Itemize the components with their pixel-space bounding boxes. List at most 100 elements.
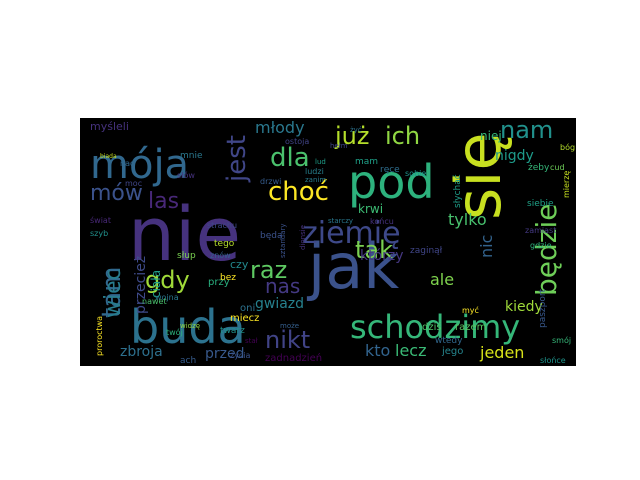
cloud-word: sztandary [279, 223, 287, 258]
cloud-word: mnie [180, 151, 203, 161]
cloud-word: pod [348, 155, 435, 209]
cloud-word: żeby [528, 163, 550, 173]
cloud-word: mierzę [562, 171, 571, 198]
cloud-word: kiedy [505, 299, 543, 315]
cloud-word: niej [480, 129, 502, 143]
cloud-word: kto [365, 341, 390, 360]
cloud-word: mów [90, 181, 143, 206]
cloud-word: razem [455, 322, 486, 333]
cloud-word: tak [355, 236, 393, 264]
cloud-word: bez [220, 273, 236, 283]
cloud-word: tylko [448, 210, 487, 229]
cloud-word: starczy [328, 217, 353, 225]
cloud-word: którzy [360, 248, 404, 264]
cloud-word: smój [552, 335, 571, 345]
cloud-word: nawet [142, 297, 167, 306]
cloud-word: buda [130, 300, 246, 354]
cloud-word: młody [255, 118, 305, 137]
cloud-word: schodzimy [350, 308, 520, 346]
cloud-word: moc [125, 179, 142, 188]
cloud-word: mam [355, 157, 378, 167]
cloud-word: dla [270, 143, 310, 173]
cloud-word: znów [210, 250, 231, 260]
cloud-word: drzwi [260, 177, 281, 186]
cloud-word: będą [260, 231, 283, 241]
cloud-word: będzie [530, 204, 563, 296]
cloud-word: przy [208, 277, 230, 288]
cloud-word: jego [441, 346, 463, 357]
cloud-word: biada [100, 153, 117, 160]
cloud-word: jest [222, 135, 252, 183]
cloud-word: gdy [145, 266, 190, 294]
cloud-word: oni [240, 303, 255, 314]
cloud-word: siebie [527, 199, 554, 209]
cloud-word: szyb [90, 229, 108, 238]
cloud-word: twój [166, 327, 183, 337]
cloud-word: bóg [560, 142, 575, 152]
cloud-word: życia [230, 351, 251, 360]
cloud-word: nie [128, 192, 241, 278]
cloud-word: tam [97, 267, 127, 318]
cloud-word: ich [385, 122, 420, 150]
cloud-word: wojna [155, 293, 179, 302]
cloud-word: wiec [101, 268, 126, 318]
cloud-word: czy [230, 258, 249, 271]
cloud-word: ostoja [285, 137, 309, 146]
cloud-word: zamiast [525, 226, 556, 235]
cloud-word: mója [90, 142, 189, 188]
cloud-word: cud [550, 163, 565, 172]
cloud-word: słup [177, 251, 196, 261]
cloud-word: może [280, 322, 299, 330]
cloud-word: lud [315, 158, 326, 166]
cloud-word: paszport [538, 288, 548, 328]
cloud-word: ziemię [302, 216, 401, 251]
cloud-word: hełm [330, 142, 348, 150]
cloud-word: nigdy [495, 148, 534, 164]
cloud-word: jak [306, 230, 399, 303]
cloud-word: zaginął [410, 246, 443, 256]
cloud-word: krwi [358, 202, 383, 216]
cloud-word: gdzie [530, 241, 552, 250]
cloud-word: nad [120, 159, 135, 168]
cloud-word: nas [265, 274, 300, 298]
cloud-word: świat [90, 215, 111, 225]
cloud-word: choć [268, 177, 329, 207]
cloud-word: widzę [180, 322, 200, 330]
cloud-word: myć [462, 305, 479, 315]
cloud-word: nam [500, 118, 553, 144]
cloud-word: ach [180, 356, 196, 366]
cloud-word: dionsie [299, 225, 307, 250]
cloud-word: zadnadzień [265, 352, 322, 364]
cloud-word: jeden [479, 343, 524, 362]
cloud-word: stał [245, 337, 258, 345]
cloud-word: ciała [149, 270, 163, 298]
cloud-word: miecz [230, 313, 259, 324]
cloud-word: proroctwa [95, 316, 104, 356]
cloud-word: słów [177, 170, 195, 180]
cloud-word: już [334, 122, 369, 150]
cloud-word: nikt [265, 326, 310, 354]
cloud-word: końcu [370, 217, 394, 226]
cloud-word: tego [214, 239, 235, 249]
cloud-word: przed [205, 346, 245, 362]
cloud-word: twarz [220, 326, 245, 336]
word-cloud: nie się jak pod buda mója schodzimy ziemię będzi… [80, 118, 576, 366]
cloud-word: strachu [207, 221, 237, 230]
cloud-word: ludzi [305, 167, 324, 176]
cloud-word: myśleli [90, 120, 129, 133]
cloud-word: zanim [305, 176, 326, 184]
cloud-word: słychać [452, 174, 463, 208]
cloud-word: zbroja [120, 344, 163, 360]
cloud-word: się [442, 132, 515, 220]
cloud-word: ręce [380, 165, 400, 175]
cloud-word: lecz [395, 341, 426, 360]
cloud-word: dziś [422, 321, 442, 333]
cloud-word: las [148, 189, 179, 214]
cloud-word: ale [430, 270, 454, 289]
cloud-word: sobie [405, 169, 426, 178]
cloud-word: nic [477, 235, 496, 258]
cloud-word: przecież [133, 256, 149, 314]
cloud-word: słońce [540, 356, 566, 365]
cloud-word: gwiazd [255, 296, 304, 312]
